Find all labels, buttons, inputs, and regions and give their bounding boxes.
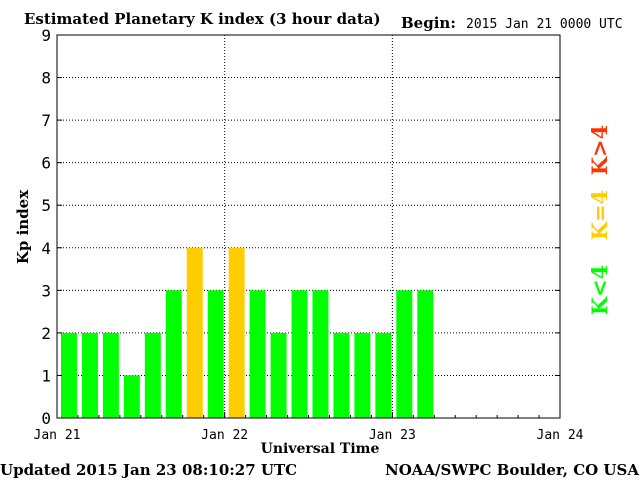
x-tick-label: Jan 24 xyxy=(537,428,584,443)
begin-value: 2015 Jan 21 0000 UTC xyxy=(466,17,623,32)
y-ticks: 0 1 2 3 4 5 6 7 8 9 xyxy=(41,26,560,428)
kp-bar xyxy=(270,332,287,418)
bars xyxy=(61,247,434,418)
kp-bar xyxy=(207,290,224,418)
kp-bar xyxy=(396,290,413,418)
credit-label: NOAA/SWPC Boulder, CO USA xyxy=(385,461,639,479)
y-tick-label: 9 xyxy=(41,26,51,45)
kp-bar xyxy=(186,247,203,418)
kp-bar xyxy=(123,375,140,418)
kp-bar xyxy=(417,290,434,418)
kp-bar xyxy=(354,332,371,418)
y-tick-label: 2 xyxy=(41,324,51,343)
legend-low: K<4 xyxy=(587,265,612,315)
updated-label: Updated 2015 Jan 23 08:10:27 UTC xyxy=(0,461,297,479)
kp-bar xyxy=(165,290,182,418)
kp-bar xyxy=(333,332,350,418)
grid-lines xyxy=(57,35,560,418)
kp-bar xyxy=(81,332,98,418)
kp-bar xyxy=(102,332,119,418)
kp-bar xyxy=(61,332,77,418)
y-tick-label: 0 xyxy=(41,409,51,428)
y-tick-label: 7 xyxy=(41,111,51,130)
legend-high: K>4 xyxy=(587,125,612,175)
y-tick-label: 3 xyxy=(41,281,51,300)
kp-bar xyxy=(375,332,392,418)
y-tick-label: 1 xyxy=(41,366,51,385)
y-axis-label: Kp index xyxy=(14,189,32,264)
x-tick-label: Jan 22 xyxy=(201,428,248,443)
y-tick-label: 6 xyxy=(41,154,51,173)
begin-label: Begin: xyxy=(401,14,456,32)
y-tick-label: 5 xyxy=(41,196,51,215)
kp-bar xyxy=(144,332,161,418)
x-axis-label: Universal Time xyxy=(261,441,380,457)
plot-frame xyxy=(56,34,561,419)
kp-bar xyxy=(312,290,329,418)
x-ticks: Jan 21 Jan 22 Jan 23 Jan 24 xyxy=(34,412,584,443)
x-tick-label: Jan 23 xyxy=(369,428,416,443)
y-tick-label: 8 xyxy=(41,69,51,88)
legend-equal: K=4 xyxy=(587,190,612,240)
chart-title: Estimated Planetary K index (3 hour data… xyxy=(24,10,381,28)
kp-bar xyxy=(291,290,308,418)
kp-bar xyxy=(249,290,266,418)
x-tick-label: Jan 21 xyxy=(34,428,81,443)
y-tick-label: 4 xyxy=(41,239,51,258)
kp-bar xyxy=(228,247,245,418)
